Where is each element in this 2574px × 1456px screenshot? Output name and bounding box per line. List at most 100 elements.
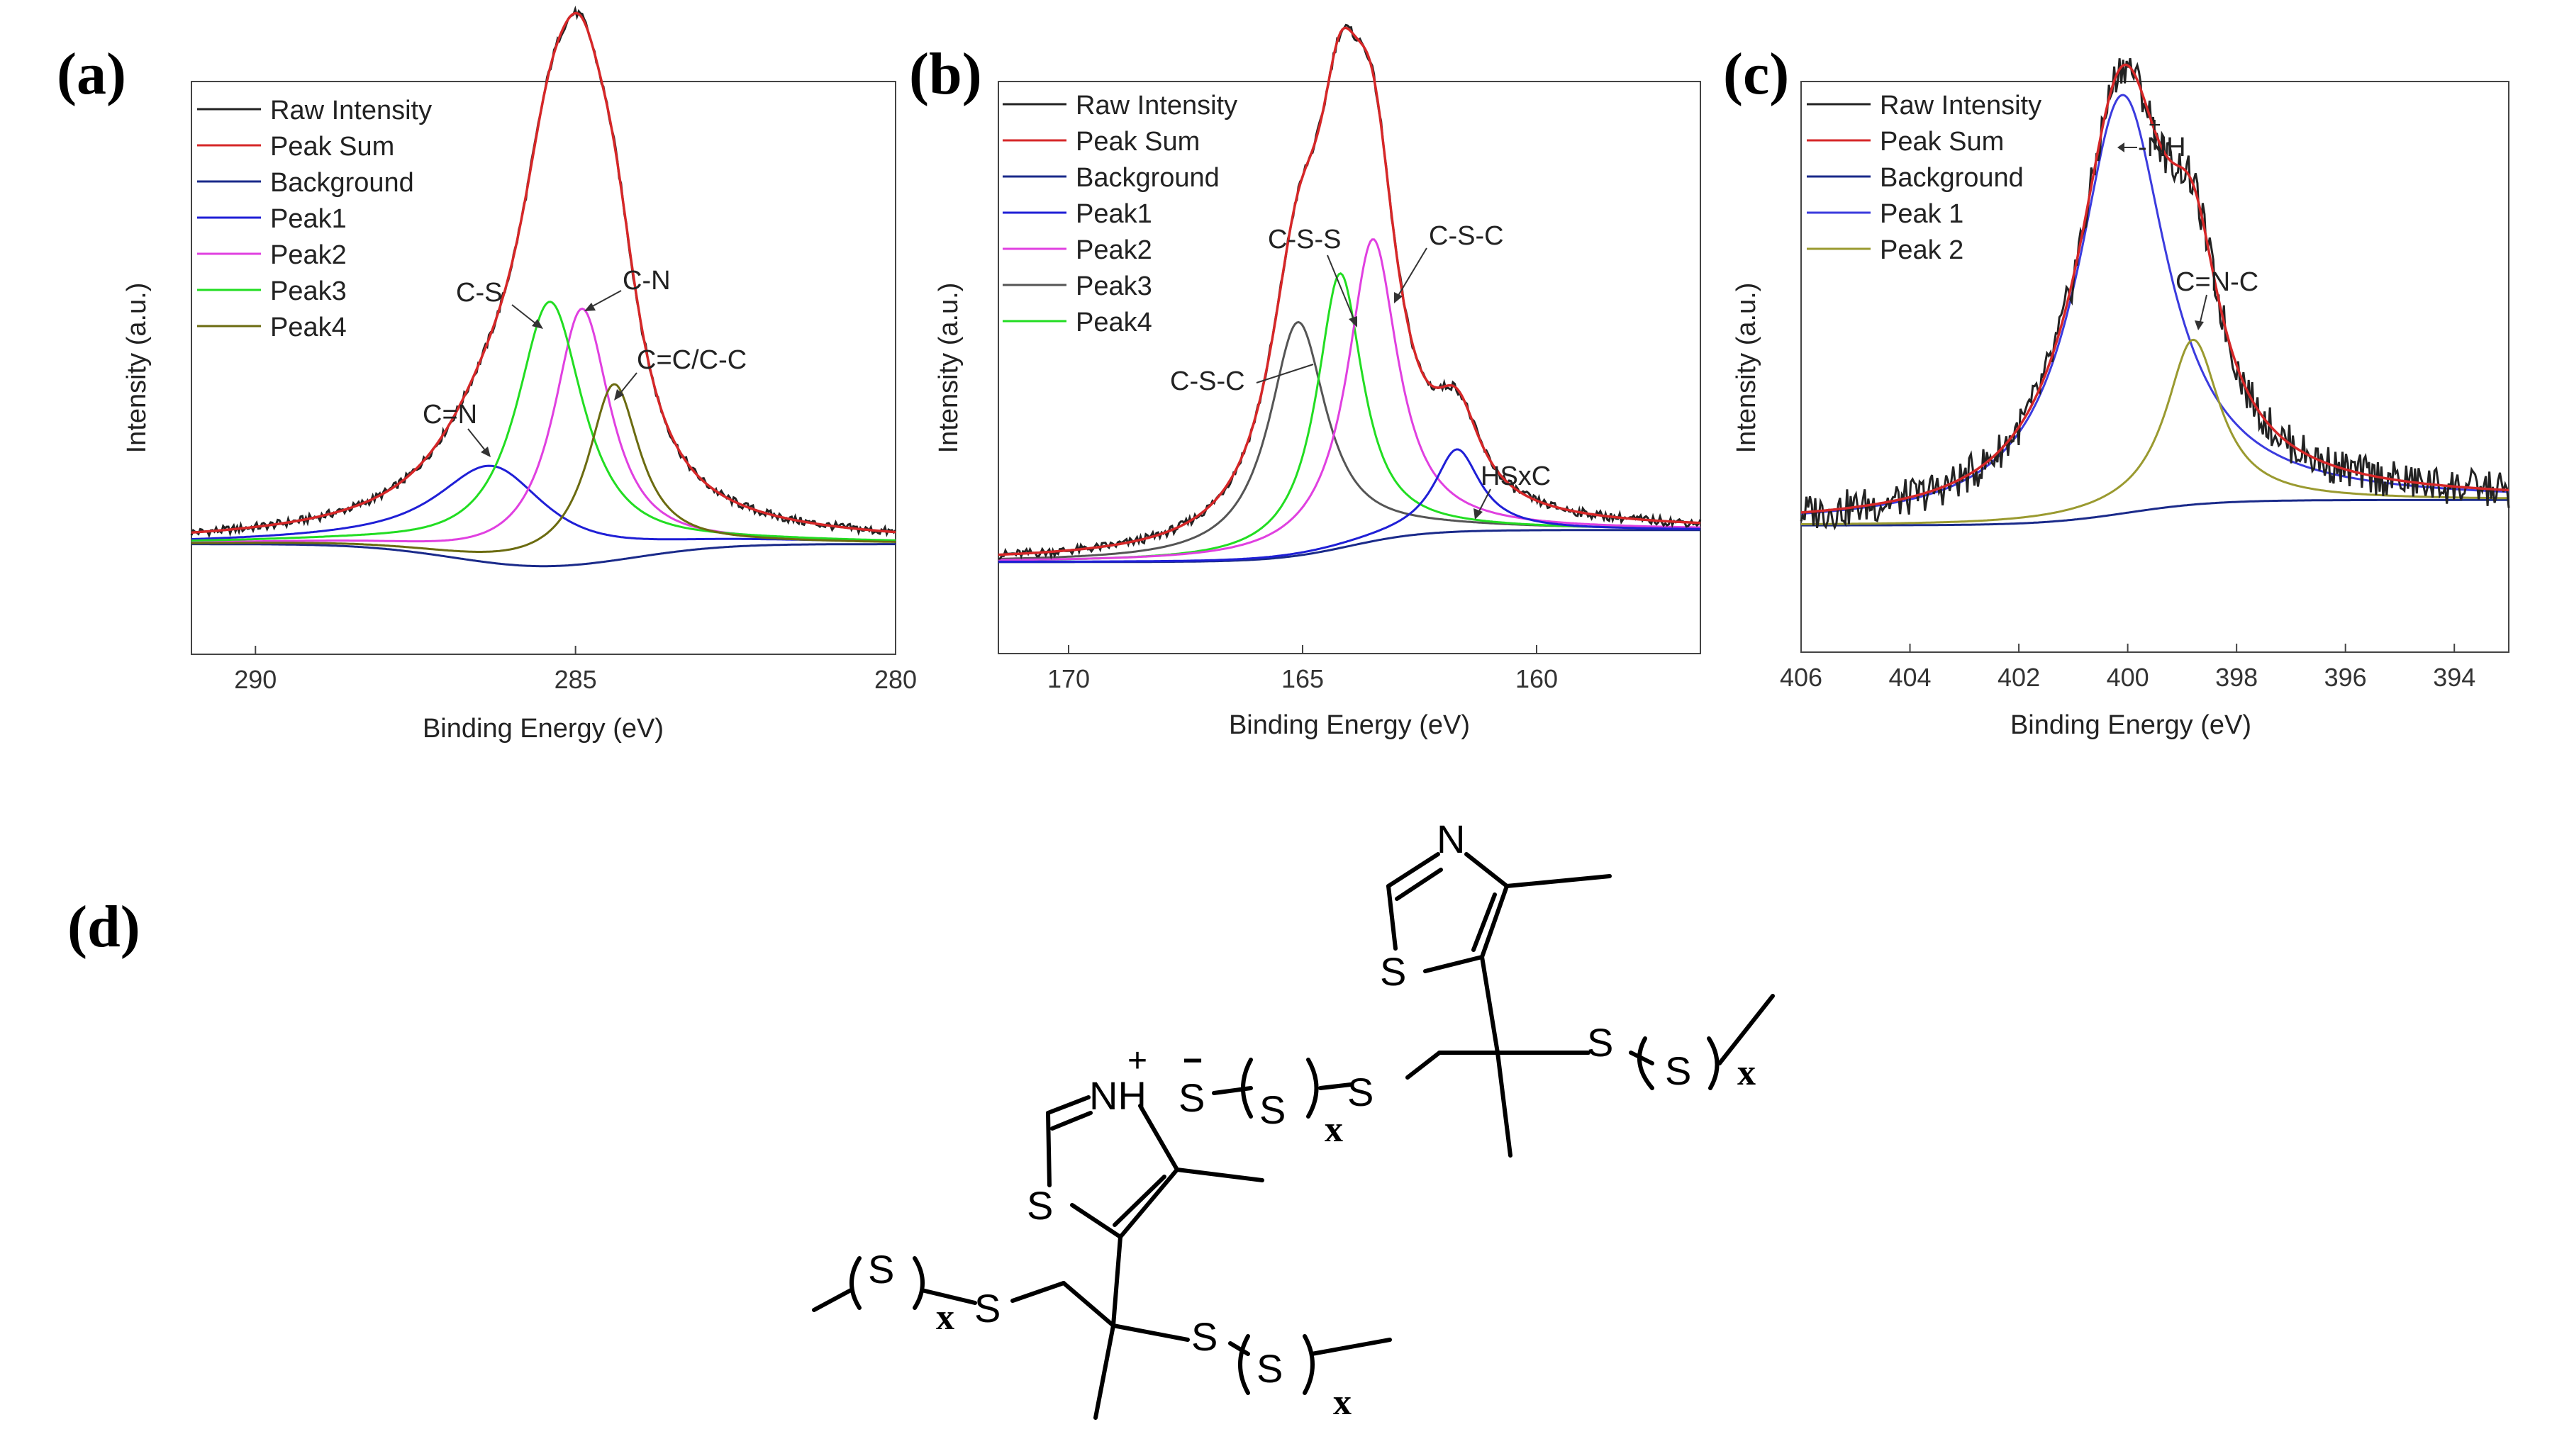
chart-c-peak-1 [1801,338,2509,525]
chart-a-peak-2 [191,301,896,542]
panel-label-c: (c) [1723,41,1789,107]
chart-b-legend-2: Background [1076,163,1220,193]
anno-c-cnc: C=N-C [2175,267,2258,297]
chart-c-legend-3: Peak 1 [1880,199,1963,229]
anno-a-cs-arrow [511,304,540,327]
anno-b-hsxc: HSxC [1481,461,1551,491]
chart-b: 170 165 160 Binding Energy (eV) Intensity … [934,23,1702,740]
chart-c-tick-label-2: 402 [1998,663,2040,692]
chart-c-peak-sum-line [1800,63,2509,514]
panel-label-a: (a) [57,41,126,107]
atom-s-minus: S [1179,1075,1205,1120]
chart-c-tick-label-4: 398 [2215,663,2258,692]
atom-x-bottom: x [1333,1382,1352,1423]
chart-b-tick-label-1: 165 [1281,664,1324,693]
chart-c-legend-1: Peak Sum [1880,127,2004,157]
atom-s-right: S [1587,1020,1613,1065]
upper-thiazole-ring [1386,852,1612,973]
anno-a-cc-arrow [618,372,637,396]
chart-a: 290 285 280 Binding Energy (eV) Intensity … [122,5,917,744]
chart-c-legend-4: Peak 2 [1880,235,1963,265]
chart-a-legend-4: Peak2 [270,240,347,270]
lower-thiazolium-ring [1046,1095,1264,1239]
anno-c-nh-head [2117,142,2124,152]
chart-c-annotations: -NH + C=N-C [2117,113,2258,330]
chart-b-raw-line [998,23,1702,560]
anno-a-cc: C=C/C-C [637,345,747,375]
chart-a-annotations: C=N C-S C-N C=C/C-C [423,266,747,457]
chart-a-frame [191,81,896,655]
atom-s-mid-link: S [1347,1070,1374,1114]
atom-minus: − [1183,1042,1203,1080]
chart-a-tick-label-0: 290 [234,665,277,694]
chart-b-ticks: 170 165 160 [1047,645,1558,693]
chart-a-legend-1: Peak Sum [270,132,394,162]
anno-a-cs: C-S [456,278,502,308]
atom-s-mid-repeat: S [1259,1087,1286,1132]
chart-a-curves [190,5,897,568]
anno-a-cs-head [532,319,543,329]
anno-b-css-arrow [1327,254,1355,321]
anno-b-css-head [1349,316,1357,327]
chart-c-xlabel: Binding Energy (eV) [2010,710,2251,740]
anno-a-cn-arrow [588,290,622,309]
chart-c-frame [1800,81,2509,653]
anno-b-hsxc-arrow [1477,488,1491,515]
chart-a-legend: Raw Intensity Peak Sum Background Peak1 … [197,96,432,342]
chemical-structure: N S S S x S − S x S [812,817,1775,1423]
chart-b-legend: Raw Intensity Peak Sum Background Peak1 … [1003,91,1237,337]
anno-b-csc-left-arrow [1256,364,1314,383]
chart-b-peak-3 [998,448,1701,563]
anno-b-csc-right-arrow [1396,247,1427,298]
chart-a-peak-sum-line [191,11,896,534]
chart-b-peak-2 [998,238,1700,561]
chart-b-legend-1: Peak Sum [1076,127,1200,157]
chart-a-legend-2: Background [270,168,414,198]
chart-c-tick-label-0: 406 [1780,663,1822,692]
anno-c-cnc-arrow [2199,294,2207,325]
anno-a-cn-head [584,303,596,311]
chart-a-legend-5: Peak3 [270,276,347,306]
chart-c-legend-0: Raw Intensity [1880,91,2041,121]
chart-a-xlabel: Binding Energy (eV) [423,714,664,744]
anno-b-csc-right: C-S-C [1429,221,1504,251]
upper-backbone [1405,955,1775,1158]
chart-b-peak-sum-line [998,26,1701,556]
anno-c-nh: -NH [2138,133,2186,162]
anno-b-css: C-S-S [1268,225,1341,254]
panel-label-b: (b) [909,41,982,107]
atom-s-ring-top: S [1380,949,1406,994]
atom-x-mid: x [1325,1109,1343,1150]
chart-b-tick-label-2: 160 [1515,664,1558,693]
anno-a-cc-head [614,389,624,401]
middle-chain [1212,1058,1353,1119]
lower-backbone [812,1235,1392,1420]
chart-b-frame [998,81,1701,654]
chart-c-tick-label-3: 400 [2107,663,2149,692]
atom-s-ring-bottom: S [1027,1183,1053,1228]
chart-c-ylabel: Intensity (a.u.) [1732,283,1761,454]
chart-c-tick-label-1: 404 [1888,663,1931,692]
atom-s-bottom-repeat: S [1257,1346,1283,1391]
chart-a-legend-0: Raw Intensity [270,96,432,125]
chart-b-xlabel: Binding Energy (eV) [1229,710,1470,740]
chart-a-peak-3 [191,383,896,553]
chart-c-tick-label-6: 394 [2433,663,2475,692]
chart-b-legend-4: Peak2 [1076,235,1152,265]
chart-b-curves [998,23,1702,564]
atom-plus: + [1127,1042,1147,1080]
chart-b-ylabel: Intensity (a.u.) [934,283,964,454]
panel-label-d: (d) [67,894,140,960]
chart-a-tick-label-1: 285 [555,665,597,694]
anno-c-cnc-head [2195,320,2204,330]
anno-b-hsxc-head [1473,508,1483,520]
atom-s-left-link: S [974,1286,1001,1331]
chart-c-legend: Raw Intensity Peak Sum Background Peak 1… [1807,91,2041,265]
atom-x-left: x [936,1297,954,1338]
chart-c-curves [1800,57,2510,531]
chart-c-background-line [1801,498,2509,527]
chart-a-ticks: 290 285 280 [234,646,917,694]
chart-a-background-line [191,543,896,568]
chart-c-ticks: 406 404 402 400 398 396 394 [1780,644,2475,692]
